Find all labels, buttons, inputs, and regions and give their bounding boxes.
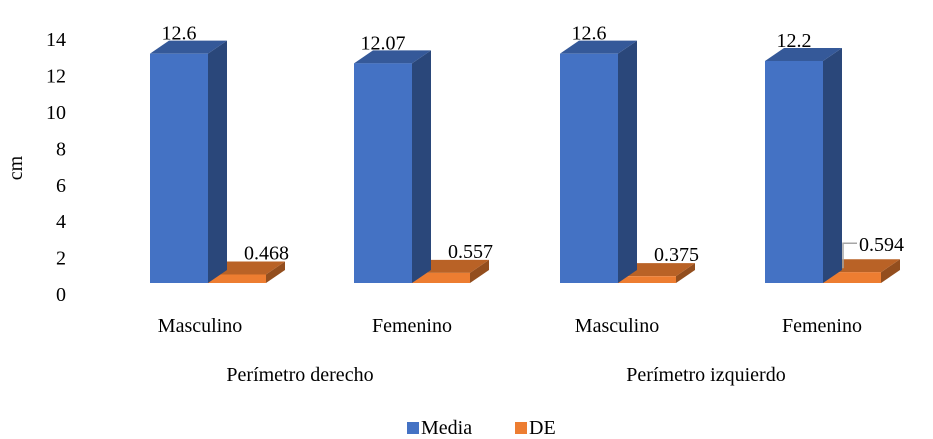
- bar-de-front: [618, 276, 676, 283]
- x-axis-categories: Masculino Femenino Masculino Femenino: [158, 315, 862, 337]
- bar-de-front: [208, 274, 266, 283]
- y-tick-label: 12: [46, 66, 66, 88]
- data-label-leader-line: [842, 242, 857, 269]
- data-label-de: 0.375: [654, 244, 699, 266]
- bar-media-front: [765, 60, 823, 284]
- bar-de: [412, 259, 489, 283]
- data-label-media: 12.6: [162, 23, 197, 45]
- data-label-media: 12.2: [777, 30, 812, 52]
- bar-de-side: [676, 263, 695, 283]
- y-tick-label: 8: [56, 138, 66, 160]
- y-axis: 0 2 4 6 8 10 12 14: [46, 29, 66, 306]
- bar-media-side: [412, 50, 431, 283]
- bar-de-top: [618, 263, 695, 277]
- bar-media-front: [560, 53, 618, 284]
- data-label-de: 0.594: [859, 234, 904, 256]
- data-labels: 12.6 0.468 12.07 0.557 12.6 0.375 12.2 0.594: [162, 23, 904, 269]
- y-tick-label: 14: [46, 29, 66, 51]
- y-tick-label: 6: [56, 175, 66, 197]
- bar-media: [560, 40, 637, 284]
- legend-swatch: [515, 422, 527, 434]
- bar-media-side: [823, 47, 842, 284]
- bar-de-side: [470, 259, 489, 283]
- data-label-media: 12.07: [361, 32, 406, 54]
- legend-label: DE: [529, 417, 556, 439]
- data-label-de: 0.468: [244, 242, 289, 264]
- bar-media-side: [208, 40, 227, 284]
- bar-de-top: [208, 261, 285, 275]
- bar-media: [354, 50, 431, 283]
- data-label-media: 12.6: [572, 23, 607, 45]
- y-tick-label: 10: [46, 102, 66, 124]
- bar-de-side: [881, 259, 900, 283]
- bar-media-side: [618, 40, 637, 284]
- bar-media-front: [150, 53, 208, 284]
- bar-de-front: [823, 272, 881, 283]
- bar-media: [765, 47, 842, 284]
- x-group-label: Perímetro derecho: [226, 364, 373, 386]
- bar-media: [150, 40, 227, 284]
- x-category-label: Femenino: [782, 315, 862, 337]
- bar-media-top: [765, 47, 842, 61]
- y-tick-label: 2: [56, 248, 66, 270]
- data-label-de: 0.557: [448, 241, 493, 263]
- bar-de: [618, 263, 695, 283]
- bar-media-top: [150, 40, 227, 54]
- legend-label: Media: [421, 417, 472, 439]
- bar-media-top: [354, 50, 431, 64]
- y-tick-label: 4: [56, 211, 66, 233]
- bar-de-front: [412, 272, 470, 283]
- legend-swatch: [407, 422, 419, 434]
- bar-de-side: [266, 261, 285, 283]
- x-category-label: Masculino: [158, 315, 242, 337]
- x-group-label: Perímetro izquierdo: [626, 364, 785, 386]
- x-category-label: Femenino: [372, 315, 452, 337]
- x-axis-groups: Perímetro derecho Perímetro izquierdo: [226, 364, 785, 386]
- x-category-label: Masculino: [575, 315, 659, 337]
- bar-de-top: [412, 259, 489, 273]
- y-axis-label: cm: [5, 155, 27, 180]
- y-tick-label: 0: [56, 284, 66, 306]
- bar-media-front: [354, 63, 412, 283]
- bars: [150, 40, 900, 284]
- legend: Media DE: [407, 417, 556, 439]
- bar-media-top: [560, 40, 637, 54]
- bar-de: [208, 261, 285, 283]
